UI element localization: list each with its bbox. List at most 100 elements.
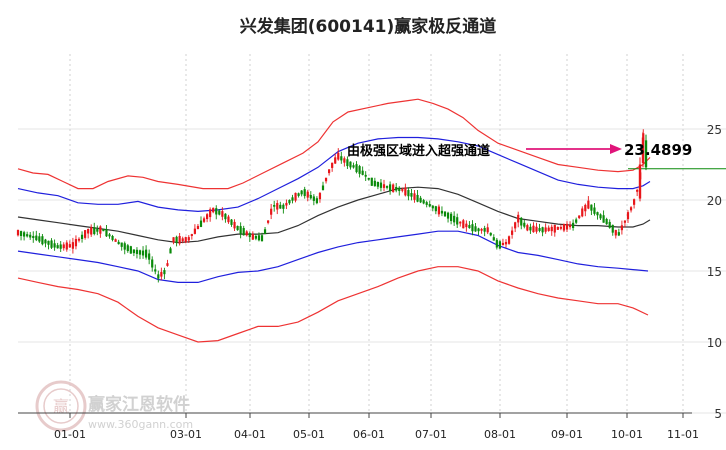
- candle-body: [276, 203, 279, 210]
- candle-body: [340, 156, 343, 161]
- candle-body: [230, 219, 233, 225]
- candle-body: [163, 270, 166, 275]
- candle-body: [321, 185, 325, 191]
- x-tick-label: 10-01: [611, 428, 643, 441]
- candle-body: [343, 158, 346, 163]
- candle-body: [80, 234, 84, 239]
- candle-body: [498, 241, 501, 249]
- candle-body: [605, 218, 608, 225]
- candle-body: [303, 189, 306, 197]
- candle-body: [111, 235, 114, 240]
- candle-body: [465, 223, 468, 228]
- candle-body: [599, 214, 602, 219]
- candle-body: [206, 214, 209, 220]
- candle-body: [126, 245, 129, 252]
- candle-body: [135, 249, 139, 254]
- candle-body: [202, 218, 206, 222]
- candle-body: [108, 234, 111, 237]
- candle-body: [358, 166, 361, 174]
- watermark-brand: 赢家江恩软件: [88, 394, 190, 415]
- candle-body: [193, 228, 196, 234]
- candle-body: [199, 220, 203, 227]
- candle-body: [35, 235, 38, 241]
- candle-body: [172, 237, 175, 243]
- candle-body: [562, 224, 566, 231]
- candle-body: [102, 229, 105, 232]
- y-tick-label: 15: [707, 265, 722, 279]
- chart-title: 兴发集团(600141)赢家极反通道: [240, 16, 497, 37]
- candle-body: [550, 226, 553, 232]
- candle-body: [245, 231, 248, 236]
- candle-body: [218, 210, 221, 215]
- y-tick-label: 25: [707, 123, 722, 137]
- candle-body: [398, 187, 401, 191]
- candle-body: [532, 225, 535, 233]
- x-tick-label: 07-01: [415, 428, 447, 441]
- watermark: 赢 赢家江恩软件 www.360gann.com: [35, 380, 193, 432]
- candle-body: [32, 235, 35, 239]
- candle-body: [38, 236, 41, 242]
- candle-body: [273, 204, 276, 207]
- candle-body: [50, 240, 53, 248]
- candle-body: [105, 229, 108, 237]
- candle-body: [260, 235, 264, 242]
- candle-body: [87, 228, 90, 234]
- candle-body: [16, 230, 20, 236]
- watermark-url: www.360gann.com: [88, 418, 193, 431]
- candle-body: [117, 241, 120, 245]
- candle-body: [331, 162, 334, 168]
- candle-body: [263, 229, 267, 235]
- candle-body: [361, 170, 364, 175]
- y-tick-label: 5: [714, 407, 722, 421]
- annotation-arrow-head-icon: [610, 144, 622, 154]
- candle-body: [355, 164, 358, 173]
- candle-body: [236, 225, 239, 231]
- candle-body: [644, 140, 648, 168]
- candle-body: [270, 208, 273, 215]
- candle-body: [431, 205, 434, 209]
- candle-body: [190, 234, 193, 236]
- candle-body: [623, 220, 627, 223]
- candle-body: [471, 224, 474, 232]
- candle-body: [324, 177, 328, 182]
- candle-body: [629, 207, 633, 211]
- candle-body: [483, 227, 486, 232]
- candle-body: [65, 242, 68, 250]
- candle-body: [453, 215, 456, 223]
- candle-body: [90, 227, 93, 235]
- candle-body: [71, 242, 74, 249]
- candle-body: [620, 225, 623, 231]
- candle-body: [349, 161, 352, 168]
- candle-body: [68, 244, 71, 248]
- x-tick-label: 08-01: [484, 428, 516, 441]
- candle-body: [157, 274, 160, 279]
- candle-body: [47, 240, 50, 245]
- annotation-value: 23.4899: [624, 141, 692, 159]
- candle-body: [151, 259, 154, 268]
- candle-body: [486, 227, 489, 233]
- candle-body: [212, 207, 215, 213]
- candle-body: [568, 225, 572, 228]
- candle-body: [267, 220, 270, 223]
- candle-body: [507, 236, 511, 244]
- candle-body: [215, 208, 218, 215]
- candle-body: [53, 243, 56, 248]
- candle-body: [364, 174, 367, 177]
- candle-body: [285, 202, 288, 206]
- candle-body: [401, 189, 404, 191]
- candle-body: [59, 244, 62, 249]
- candle-body: [318, 193, 322, 200]
- x-tick-label: 09-01: [551, 428, 583, 441]
- candle-body: [209, 209, 212, 218]
- candle-body: [248, 233, 251, 238]
- candle-body: [376, 181, 379, 187]
- candle-body: [523, 222, 526, 227]
- candle-body: [227, 216, 230, 223]
- y-tick-label: 10: [707, 336, 722, 350]
- candle-body: [196, 225, 200, 230]
- candle-body: [392, 184, 395, 192]
- candle-body: [346, 159, 349, 167]
- candle-body: [93, 227, 96, 235]
- candle-body: [29, 234, 32, 238]
